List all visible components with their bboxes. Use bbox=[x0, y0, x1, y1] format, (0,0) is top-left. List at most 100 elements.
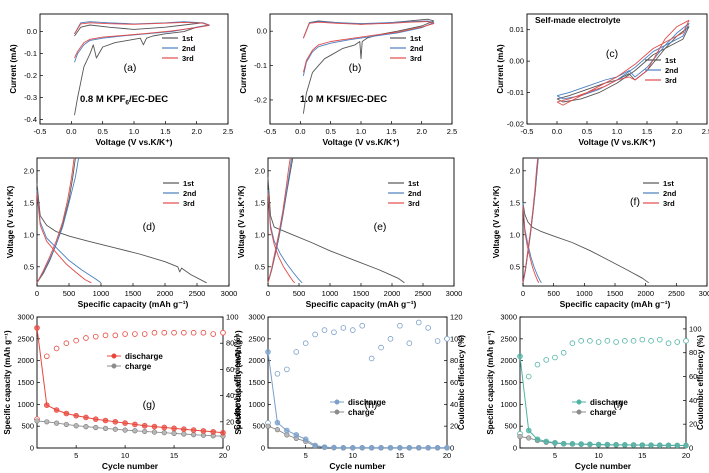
efficiency-point bbox=[425, 325, 431, 331]
legend-entry: 3rd bbox=[665, 76, 677, 85]
x-tick-label: 2000 bbox=[637, 289, 654, 298]
charge-point bbox=[122, 427, 128, 433]
x-tick-label: 1500 bbox=[607, 289, 624, 298]
y-tick-label: -0.02 bbox=[507, 120, 524, 129]
discharge-point bbox=[161, 424, 168, 431]
y2-axis-label: Coulombic efficiency (%) bbox=[696, 335, 705, 430]
discharge-point bbox=[321, 444, 328, 450]
x-tick-label: 15 bbox=[638, 451, 646, 460]
y-tick-label: 1500 bbox=[248, 378, 265, 387]
charge-point bbox=[171, 430, 177, 436]
efficiency-point bbox=[181, 329, 187, 336]
y2-tick-label: 0 bbox=[450, 444, 454, 453]
discharge-point bbox=[43, 402, 50, 409]
panel-b: -0.5 0.0 0.5 1.0 1.5 2.0 2.5 -0.2 -0.1 0.0 Voltage… bbox=[239, 13, 457, 147]
y2-axis-label: Coulombic efficiency (%) bbox=[457, 335, 466, 430]
discharge-point bbox=[210, 429, 217, 435]
panel-label: (b) bbox=[349, 62, 362, 74]
x-tick-label: 2500 bbox=[668, 289, 685, 298]
x-tick-label: 15 bbox=[396, 451, 404, 460]
x-tick-label: 10 bbox=[121, 451, 129, 460]
discharge-point bbox=[274, 419, 281, 426]
series-line-3rd bbox=[302, 21, 435, 73]
discharge-point bbox=[34, 325, 40, 331]
annotation: 0.8 M KPF6/EC-DEC bbox=[80, 94, 168, 107]
annotation-sub: 6 bbox=[125, 100, 129, 107]
discharge-point bbox=[63, 410, 70, 417]
charge-point bbox=[102, 425, 109, 431]
y2-tick-label: 20 bbox=[226, 417, 234, 426]
efficiency-point bbox=[220, 329, 226, 336]
y-tick-label: 1500 bbox=[500, 378, 517, 387]
x-tick-label: 1.5 bbox=[642, 127, 652, 136]
y-tick-label: 1.0 bbox=[510, 230, 520, 239]
efficiency-point bbox=[595, 339, 602, 345]
y2-tick-label: 100 bbox=[450, 334, 463, 343]
discharge-point bbox=[674, 442, 681, 449]
discharge-point bbox=[543, 438, 550, 445]
efficiency-point bbox=[434, 338, 441, 344]
legend-marker bbox=[576, 409, 582, 415]
discharge-point bbox=[517, 353, 523, 360]
panel-label: (a) bbox=[124, 62, 137, 74]
y2-tick-label: 40 bbox=[689, 396, 697, 405]
discharge-point bbox=[151, 423, 158, 430]
discharge-point bbox=[200, 428, 207, 434]
y2-tick-label: 20 bbox=[450, 422, 458, 431]
charge-point bbox=[181, 431, 187, 437]
efficiency-point bbox=[63, 340, 70, 347]
series-line-2nd bbox=[36, 157, 80, 284]
discharge-point bbox=[648, 442, 654, 448]
x-tick-label: 2.5 bbox=[223, 127, 233, 136]
panel-label: (c) bbox=[606, 48, 618, 60]
legend-entry: 2nd bbox=[183, 189, 197, 198]
y2-tick-label: 120 bbox=[450, 313, 463, 322]
charge-point bbox=[526, 435, 532, 441]
x-tick-label: 2500 bbox=[189, 289, 206, 298]
legend-entry: charge bbox=[348, 408, 375, 417]
discharge-point bbox=[604, 441, 611, 448]
legend-entry: 2nd bbox=[410, 44, 424, 53]
efficiency-point bbox=[444, 336, 450, 342]
x-tick-label: 1.5 bbox=[160, 127, 170, 136]
series-line-3rd bbox=[522, 157, 539, 283]
y-tick-label: 2500 bbox=[248, 334, 265, 343]
discharge-point bbox=[415, 444, 422, 451]
x-tick-label: 500 bbox=[293, 289, 306, 298]
y-tick-label: 1.5 bbox=[255, 198, 265, 207]
x-tick-label: 2.5 bbox=[702, 127, 709, 136]
panel-e: 0 500 1000 1500 2000 2500 3000 0.5 1.0 1.5 2.0 Spec… bbox=[237, 157, 462, 309]
y-tick-label: 0.00 bbox=[509, 57, 524, 66]
efficiency-point bbox=[200, 329, 207, 336]
charge-point bbox=[517, 434, 523, 440]
discharge-point bbox=[525, 427, 532, 434]
y-tick-label: -0.1 bbox=[254, 61, 267, 70]
plot-frame bbox=[519, 316, 687, 449]
charge-point bbox=[142, 428, 148, 435]
x-tick-label: 0.5 bbox=[325, 127, 335, 136]
charge-point bbox=[34, 418, 40, 424]
efficiency-point bbox=[534, 361, 541, 368]
legend-entry: 3rd bbox=[663, 199, 675, 208]
efficiency-point bbox=[53, 345, 60, 352]
y2-tick-label: 40 bbox=[450, 400, 458, 409]
charge-point bbox=[191, 432, 197, 438]
series-line-2nd bbox=[267, 189, 303, 284]
x-tick-label: 2.5 bbox=[447, 127, 457, 136]
efficiency-point bbox=[387, 336, 394, 342]
series-line-2nd bbox=[556, 22, 690, 100]
efficiency-point bbox=[665, 340, 672, 347]
y-tick-label: 2.0 bbox=[24, 166, 34, 175]
charge-point bbox=[265, 423, 271, 429]
annotation: Self-made electrolyte bbox=[535, 15, 621, 25]
x-axis-label: Voltage (V vs.K/K⁺) bbox=[578, 137, 655, 147]
x-tick-label: 2500 bbox=[415, 289, 432, 298]
discharge-point bbox=[112, 418, 119, 425]
series-line-3rd bbox=[267, 193, 296, 284]
y-tick-label: 1000 bbox=[500, 400, 517, 409]
charge-point bbox=[161, 430, 167, 436]
y-tick-label: 0 bbox=[30, 444, 34, 453]
y-tick-label: 500 bbox=[504, 422, 517, 431]
